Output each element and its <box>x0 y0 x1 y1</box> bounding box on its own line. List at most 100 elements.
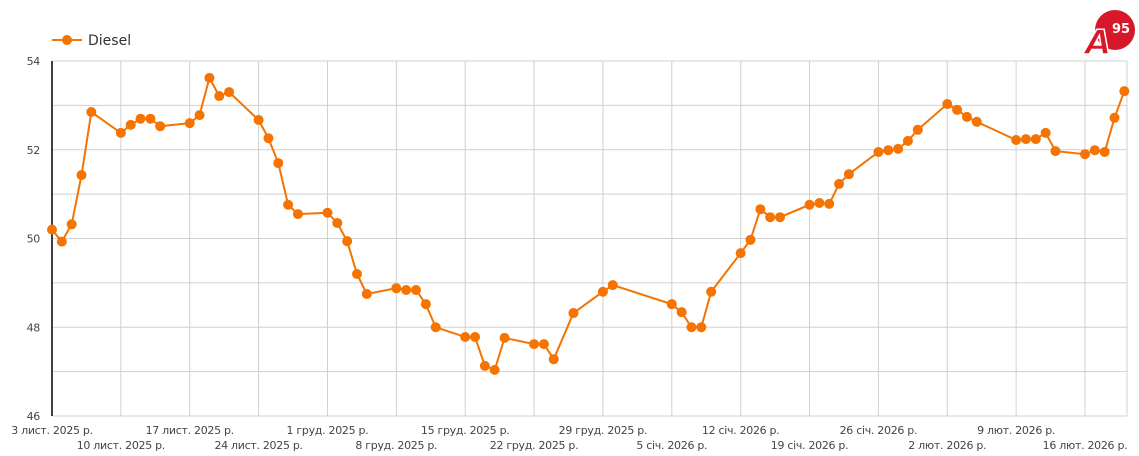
data-point[interactable] <box>1030 134 1041 145</box>
data-point[interactable] <box>834 178 845 189</box>
y-tick-label: 54 <box>27 55 41 68</box>
data-point[interactable] <box>224 87 235 98</box>
data-point[interactable] <box>411 284 422 295</box>
data-point[interactable] <box>470 332 481 343</box>
data-point[interactable] <box>420 299 431 310</box>
data-point[interactable] <box>568 308 579 319</box>
data-point[interactable] <box>184 118 195 129</box>
data-point[interactable] <box>391 283 402 294</box>
legend-marker-icon <box>62 35 72 45</box>
data-point[interactable] <box>666 299 677 310</box>
x-tick-label: 29 груд. 2025 р. <box>559 424 648 437</box>
data-point[interactable] <box>283 199 294 210</box>
data-point[interactable] <box>155 121 166 132</box>
data-point[interactable] <box>253 115 264 126</box>
data-point[interactable] <box>292 209 303 220</box>
data-point[interactable] <box>204 72 215 83</box>
data-point[interactable] <box>115 127 126 138</box>
data-point[interactable] <box>765 212 776 223</box>
data-point[interactable] <box>755 204 766 215</box>
data-point[interactable] <box>971 116 982 127</box>
data-point[interactable] <box>883 145 894 156</box>
data-point[interactable] <box>1099 146 1110 157</box>
x-tick-label: 2 лют. 2026 р. <box>908 439 986 452</box>
data-point[interactable] <box>893 143 904 154</box>
data-point[interactable] <box>538 339 549 350</box>
data-point[interactable] <box>47 224 57 235</box>
data-point[interactable] <box>460 332 471 343</box>
y-axis-ticks: 46 48 50 52 54 <box>27 55 41 423</box>
data-point[interactable] <box>194 110 205 121</box>
data-point[interactable] <box>479 360 490 371</box>
data-point[interactable] <box>597 286 608 297</box>
data-point[interactable] <box>263 133 274 144</box>
data-point[interactable] <box>361 288 372 299</box>
data-point[interactable] <box>902 135 913 146</box>
y-tick-label: 46 <box>27 410 41 423</box>
data-point[interactable] <box>676 307 687 318</box>
data-point[interactable] <box>548 354 559 365</box>
data-point[interactable] <box>1080 149 1090 160</box>
data-point[interactable] <box>66 219 77 230</box>
data-point[interactable] <box>745 234 756 245</box>
a95-logo: A 95 <box>1083 10 1135 60</box>
data-point[interactable] <box>342 236 353 247</box>
data-point[interactable] <box>332 217 343 228</box>
x-tick-label: 8 груд. 2025 р. <box>355 439 437 452</box>
data-point[interactable] <box>529 339 540 350</box>
legend[interactable]: Diesel <box>52 33 131 49</box>
data-point[interactable] <box>401 284 412 295</box>
data-point[interactable] <box>735 248 746 259</box>
data-point[interactable] <box>1109 112 1120 123</box>
data-point[interactable] <box>775 212 786 223</box>
data-point[interactable] <box>489 364 500 375</box>
x-tick-label: 15 груд. 2025 р. <box>421 424 510 437</box>
x-tick-label: 22 груд. 2025 р. <box>490 439 579 452</box>
x-tick-label: 10 лист. 2025 р. <box>77 439 165 452</box>
data-point[interactable] <box>430 322 441 333</box>
data-point[interactable] <box>686 322 697 333</box>
data-point[interactable] <box>696 322 707 333</box>
y-tick-label: 50 <box>27 233 41 246</box>
data-point[interactable] <box>942 99 953 110</box>
data-point[interactable] <box>499 332 510 343</box>
data-point[interactable] <box>814 198 825 208</box>
data-point[interactable] <box>125 119 136 130</box>
x-tick-label: 3 лист. 2025 р. <box>11 424 93 437</box>
data-point[interactable] <box>56 236 67 247</box>
data-point[interactable] <box>1040 127 1051 138</box>
data-point[interactable] <box>1050 146 1061 157</box>
data-point[interactable] <box>322 207 333 218</box>
x-tick-label: 16 лют. 2026 р. <box>1043 439 1128 452</box>
data-point[interactable] <box>1119 86 1130 97</box>
data-point[interactable] <box>1011 134 1022 145</box>
x-axis-ticks: 3 лист. 2025 р. 10 лист. 2025 р. 17 лист. … <box>11 424 1127 452</box>
data-point[interactable] <box>1020 134 1031 145</box>
x-tick-label: 12 січ. 2026 р. <box>702 424 780 437</box>
data-point[interactable] <box>961 111 972 122</box>
data-point[interactable] <box>86 107 97 118</box>
x-tick-label: 17 лист. 2025 р. <box>146 424 234 437</box>
data-point[interactable] <box>1089 145 1100 156</box>
x-tick-label: 9 лют. 2026 р. <box>977 424 1055 437</box>
svg-text:A: A <box>1083 23 1111 60</box>
x-tick-label: 19 січ. 2026 р. <box>771 439 849 452</box>
data-point[interactable] <box>873 146 884 157</box>
y-tick-label: 48 <box>27 321 41 334</box>
data-point[interactable] <box>912 124 923 135</box>
data-point[interactable] <box>273 158 284 169</box>
data-point[interactable] <box>135 113 146 124</box>
data-point[interactable] <box>706 286 717 297</box>
legend-label-diesel: Diesel <box>88 33 131 49</box>
data-point[interactable] <box>351 269 362 279</box>
data-point[interactable] <box>76 170 87 181</box>
data-point[interactable] <box>214 91 225 102</box>
data-point[interactable] <box>145 113 156 124</box>
data-point[interactable] <box>952 104 963 115</box>
data-point[interactable] <box>804 199 815 210</box>
data-point[interactable] <box>824 198 835 209</box>
data-point[interactable] <box>607 280 618 291</box>
data-point[interactable] <box>843 169 854 180</box>
x-tick-label: 5 січ. 2026 р. <box>636 439 707 452</box>
